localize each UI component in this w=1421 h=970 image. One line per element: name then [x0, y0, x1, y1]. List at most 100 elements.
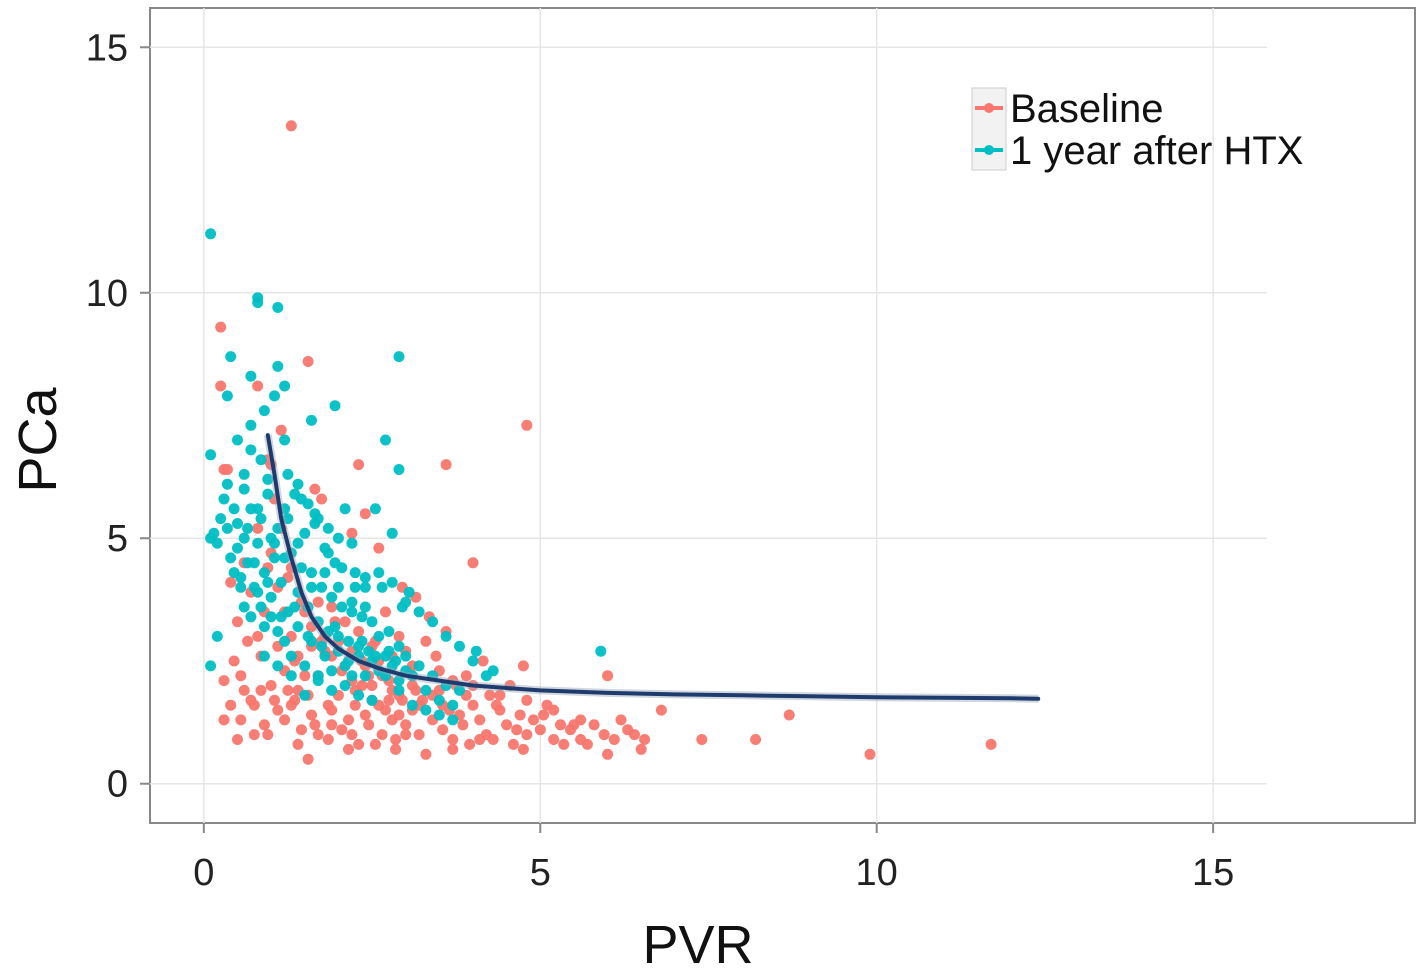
baseline-point: [312, 729, 324, 741]
followup-point: [329, 400, 341, 412]
followup-point: [339, 680, 351, 691]
followup-point: [353, 689, 365, 701]
baseline-point: [750, 734, 762, 745]
followup-point: [245, 370, 257, 382]
followup-point: [319, 567, 331, 579]
followup-point: [221, 522, 233, 534]
followup-point: [369, 650, 381, 662]
followup-point: [218, 493, 230, 505]
baseline-point: [339, 616, 351, 628]
baseline-point: [326, 601, 338, 613]
followup-point: [447, 714, 459, 726]
baseline-point: [783, 709, 795, 721]
followup-point: [369, 503, 381, 515]
baseline-point: [447, 734, 459, 745]
followup-point: [211, 630, 223, 642]
followup-point: [238, 601, 250, 613]
baseline-point: [225, 699, 237, 711]
followup-point: [258, 567, 270, 579]
baseline-point: [306, 709, 317, 721]
baseline-point: [242, 635, 254, 647]
followup-point: [289, 601, 301, 613]
followup-point: [252, 292, 264, 304]
baseline-point: [501, 719, 513, 731]
followup-point: [272, 302, 284, 313]
baseline-point: [558, 738, 570, 750]
baseline-point: [521, 419, 533, 431]
followup-point: [279, 552, 291, 564]
followup-point: [359, 601, 371, 613]
baseline-point: [228, 655, 240, 667]
followup-point: [269, 537, 280, 549]
followup-point: [215, 513, 227, 525]
followup-point: [373, 630, 385, 642]
baseline-point: [608, 734, 620, 745]
baseline-point: [460, 670, 472, 682]
baseline-point: [353, 459, 365, 471]
followup-point: [383, 645, 395, 657]
followup-point: [295, 562, 307, 574]
baseline-point: [252, 380, 264, 392]
legend-key-followup-dot: [984, 145, 994, 155]
baseline-point: [393, 630, 405, 642]
x-axis-title: PVR: [642, 915, 753, 970]
legend-key-baseline-dot: [984, 103, 994, 113]
followup-point: [245, 419, 257, 431]
followup-point: [285, 670, 297, 682]
baseline-point: [285, 120, 297, 132]
baseline-point: [635, 743, 647, 755]
baseline-point: [218, 714, 230, 726]
followup-point: [386, 527, 398, 539]
baseline-point: [548, 734, 560, 745]
followup-point: [269, 390, 280, 402]
followup-point: [393, 684, 405, 696]
baseline-point: [353, 626, 365, 637]
baseline-point: [598, 729, 610, 741]
baseline-point: [302, 356, 314, 367]
y-tick-label: 0: [107, 764, 128, 806]
followup-point: [225, 552, 237, 564]
baseline-point: [400, 719, 412, 731]
followup-point: [238, 468, 250, 480]
followup-point: [262, 488, 274, 500]
followup-point: [329, 621, 341, 633]
baseline-point: [437, 724, 449, 736]
followup-point: [413, 660, 425, 672]
baseline-point: [269, 694, 280, 706]
baseline-point: [400, 729, 412, 741]
baseline-point: [696, 734, 708, 745]
followup-point: [366, 694, 378, 706]
followup-point: [322, 547, 334, 559]
followup-point: [292, 621, 304, 633]
followup-point: [433, 709, 445, 721]
followup-point: [420, 704, 432, 716]
followup-point: [262, 473, 274, 485]
y-tick-label: 5: [107, 518, 128, 560]
baseline-point: [346, 729, 358, 741]
followup-point: [433, 694, 445, 706]
followup-point: [366, 616, 378, 628]
followup-point: [319, 650, 331, 662]
baseline-point: [528, 714, 539, 726]
followup-point: [346, 537, 358, 549]
baseline-point: [299, 670, 311, 682]
x-tick-label: 5: [530, 852, 551, 894]
fit-curve-line: [265, 433, 1041, 701]
followup-point: [595, 645, 607, 657]
followup-point: [228, 503, 240, 515]
followup-point: [252, 537, 264, 549]
baseline-point: [279, 714, 291, 726]
baseline-point: [248, 729, 260, 741]
baseline-point: [396, 694, 408, 706]
baseline-point: [390, 743, 402, 755]
followup-point: [346, 606, 358, 618]
baseline-point: [390, 734, 402, 745]
baseline-point: [467, 699, 479, 711]
followup-point: [265, 611, 277, 623]
followup-point: [275, 576, 287, 588]
followup-point: [282, 468, 294, 480]
grid-lines: [150, 8, 1267, 823]
baseline-point: [413, 729, 425, 741]
followup-point: [356, 635, 368, 647]
followup-point: [336, 562, 348, 574]
